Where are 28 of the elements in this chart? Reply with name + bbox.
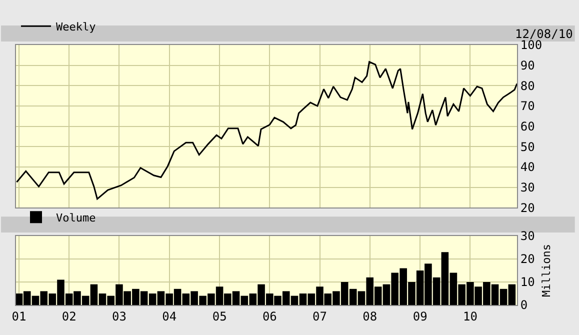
legend-label: Volume	[56, 211, 96, 224]
y-tick-label: 30	[520, 229, 535, 244]
x-tick-label: 08	[362, 309, 378, 324]
y-tick-label: 100	[520, 38, 542, 52]
y-tick-label: 10	[520, 275, 535, 290]
y-tick-label: 40	[520, 160, 535, 174]
y-tick-label: 50	[520, 140, 535, 154]
line-series	[16, 61, 517, 200]
legend-label: Weekly	[56, 20, 96, 34]
x-tick-label: 10	[462, 309, 478, 324]
x-tick-label: 06	[262, 309, 277, 324]
y-tick-label: 30	[520, 180, 535, 195]
x-tick-label: 01	[12, 309, 26, 324]
y-tick-label: 90	[520, 58, 535, 73]
x-tick-label: 02	[62, 309, 76, 324]
y-tick-label: 0	[520, 298, 528, 312]
y-axis-title: Millions	[540, 244, 554, 297]
x-tick-label: 03	[112, 309, 126, 324]
y-tick-label: 20	[520, 200, 535, 215]
x-tick-label: 09	[412, 309, 428, 324]
y-tick-label: 80	[520, 78, 535, 93]
y-tick-label: 70	[520, 99, 535, 114]
text: 12/08/10	[515, 27, 573, 41]
x-tick-label: 07	[312, 309, 327, 324]
y-tick-label: 20	[520, 252, 535, 266]
y-tick-label: 60	[520, 120, 535, 134]
x-tick-label: 04	[162, 309, 177, 324]
x-tick-label: 05	[212, 309, 227, 324]
